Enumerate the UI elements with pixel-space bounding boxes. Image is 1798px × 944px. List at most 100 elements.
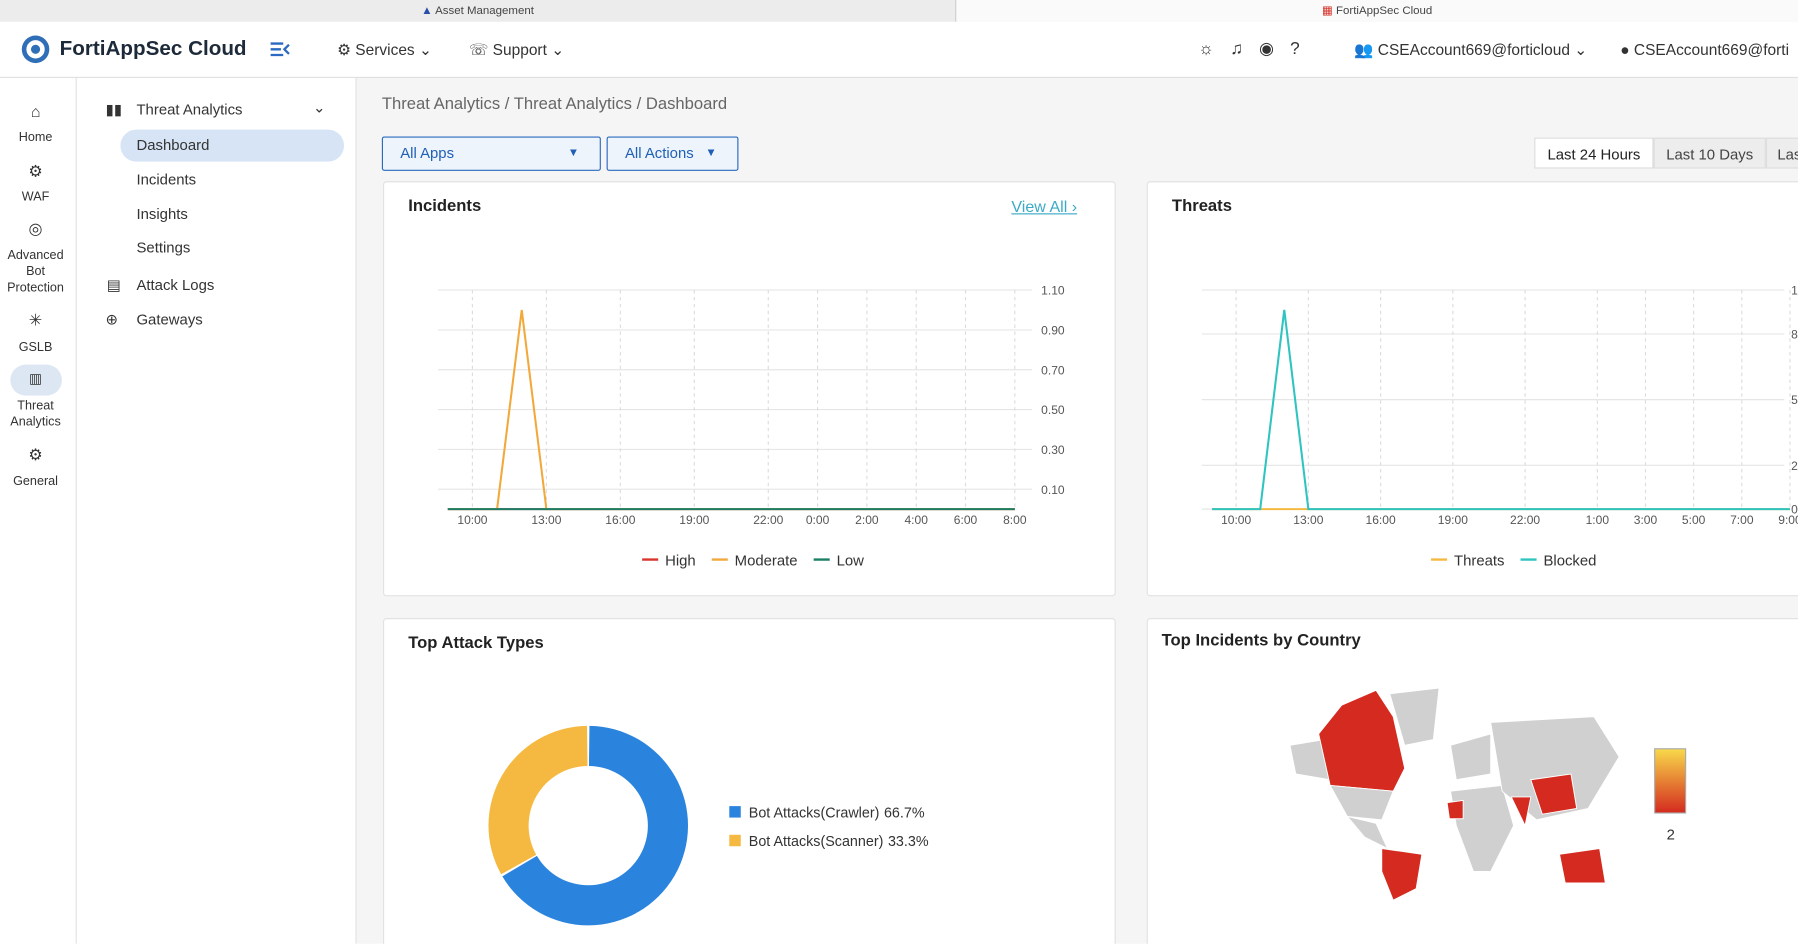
x-tick-label: 22:00 xyxy=(1510,513,1540,527)
link-label: View All xyxy=(1011,197,1068,216)
icon: ▥ xyxy=(29,370,43,387)
account-label: CSEAccount669@forti xyxy=(1633,41,1790,59)
menu-label: Support xyxy=(492,41,547,59)
x-tick-label: 2:00 xyxy=(855,513,879,527)
active-pill xyxy=(10,364,62,396)
sidebar-item[interactable]: Dashboard xyxy=(136,136,210,154)
rail-item[interactable]: General xyxy=(13,474,58,489)
icons[interactable]: ☼♫◉? xyxy=(1198,38,1316,59)
y-tick-label: 0.10 xyxy=(1041,483,1065,497)
legend-label: High xyxy=(665,553,696,569)
menu-label: Services xyxy=(355,41,415,59)
x-tick-label: 16:00 xyxy=(1366,513,1396,527)
nav-rail: ⌂ Home ⚙ WAF ◎ Advanced Bot Protection ✳… xyxy=(0,77,77,944)
map-scale-label: 2 xyxy=(1667,827,1675,843)
sidebar-item[interactable]: Incidents xyxy=(136,170,197,189)
y-tick-label: 0.70 xyxy=(1041,363,1065,377)
x-tick-label: 6:00 xyxy=(954,513,978,527)
threats-card xyxy=(1146,181,1798,597)
brand: FortiAppSec Cloud xyxy=(59,36,247,60)
rail-item[interactable]: GSLB xyxy=(18,340,53,355)
legend-label: Blocked xyxy=(1543,553,1596,569)
legend-label: Bot Attacks(Scanner) xyxy=(749,834,884,850)
card-title: Top Attack Types xyxy=(408,634,544,653)
x-tick-label: 8:00 xyxy=(1003,513,1027,527)
breadcrumb: Threat Analytics / Threat Analytics / Da… xyxy=(381,95,728,114)
user-menu[interactable]: ● CSEAccount669@forti xyxy=(1620,41,1790,59)
active-item xyxy=(120,129,345,162)
icon: ⚙ xyxy=(28,444,43,464)
y-tick-label: 0.90 xyxy=(1041,324,1065,338)
card-title: Top Incidents by Country xyxy=(1161,631,1361,651)
icon: ◎ xyxy=(28,219,43,238)
rail-item[interactable]: Advanced Bot Protection xyxy=(7,248,64,295)
tab-label: FortiAppSec Cloud xyxy=(1336,4,1433,18)
value-label: 66.7% xyxy=(884,806,925,822)
x-tick-label: 16:00 xyxy=(605,513,635,527)
menu-toggle[interactable] xyxy=(268,40,291,58)
series-line xyxy=(1212,309,1790,511)
filter-label: All Actions xyxy=(624,144,694,162)
donut-slice xyxy=(502,725,689,926)
view-all[interactable]: View All › xyxy=(1011,197,1078,216)
icon: ⚙ xyxy=(28,161,43,181)
y-tick-label: 20% xyxy=(1791,459,1798,473)
filter-apps[interactable]: All Apps ▼ xyxy=(381,136,601,171)
account-label: CSEAccount669@forticloud xyxy=(1377,41,1570,59)
filter-label: All Apps xyxy=(400,144,455,162)
rail-item[interactable]: Home xyxy=(18,130,53,145)
rail-item[interactable]: WAF xyxy=(21,190,50,205)
browser-tab[interactable]: ▲ Asset Management xyxy=(0,0,957,22)
sidebar-item[interactable]: Attack Logs xyxy=(136,276,215,294)
top-bar: FortiAppSec Cloud ⚙ Services ⌄ ☏ Support… xyxy=(0,21,1798,78)
card-title: Threats xyxy=(1171,197,1232,216)
account-menu[interactable]: 👥 CSEAccount669@forticloud ⌄ xyxy=(1354,41,1588,59)
x-tick-label: 0:00 xyxy=(806,513,830,527)
x-tick-label: 22:00 xyxy=(753,513,783,527)
map-scale xyxy=(1654,748,1687,814)
y-tick-label: 1.10 xyxy=(1041,284,1065,298)
x-tick-label: 13:00 xyxy=(531,513,561,527)
y-tick-label: 50% xyxy=(1791,393,1798,407)
x-tick-label: 10:00 xyxy=(457,513,487,527)
sidebar-item[interactable]: Settings xyxy=(136,238,191,256)
donut-slice xyxy=(488,725,588,875)
browser-tab[interactable]: ▦ FortiAppSec Cloud xyxy=(956,0,1798,22)
x-tick-label: 10:00 xyxy=(1221,513,1251,527)
x-tick-label: 13:00 xyxy=(1293,513,1323,527)
range-button[interactable]: Last 24 Hours xyxy=(1534,137,1654,169)
filter-actions[interactable]: All Actions ▼ xyxy=(606,136,739,171)
menu-services[interactable]: ⚙ Services ⌄ xyxy=(337,41,432,59)
legend-label: Low xyxy=(837,553,865,569)
sidebar-item[interactable]: Gateways xyxy=(136,310,203,328)
x-tick-label: 9:00 xyxy=(1778,513,1798,527)
sidebar-group[interactable]: Threat Analytics xyxy=(136,100,243,119)
legend-swatch xyxy=(729,806,741,818)
legend-swatch xyxy=(729,834,741,847)
card-title: Incidents xyxy=(408,197,482,216)
range-button[interactable]: Last 10 Days xyxy=(1653,137,1766,169)
tab-label: Asset Management xyxy=(435,4,534,18)
x-tick-label: 19:00 xyxy=(1438,513,1468,527)
x-tick-label: 7:00 xyxy=(1730,513,1754,527)
value-label: 33.3% xyxy=(888,834,929,850)
y-tick-label: 0.30 xyxy=(1041,443,1065,457)
range-button[interactable]: Las xyxy=(1765,137,1798,169)
x-tick-label: 1:00 xyxy=(1586,513,1610,527)
country-card xyxy=(1146,618,1798,944)
icon: ⌂ xyxy=(30,102,41,121)
legend-label: Threats xyxy=(1454,553,1504,569)
menu-support[interactable]: ☏ Support ⌄ xyxy=(468,41,565,59)
legend-label: Bot Attacks(Crawler) xyxy=(749,806,880,822)
icon: ✳ xyxy=(28,310,43,330)
rail-item[interactable]: Threat Analytics xyxy=(10,399,61,429)
y-tick-label: 0% xyxy=(1791,503,1798,517)
y-tick-label: 80% xyxy=(1791,327,1798,341)
x-tick-label: 4:00 xyxy=(904,513,928,527)
y-tick-label: 100% xyxy=(1791,284,1798,298)
x-tick-label: 3:00 xyxy=(1634,513,1658,527)
x-tick-label: 19:00 xyxy=(679,513,709,527)
sidebar-item[interactable]: Insights xyxy=(136,205,188,223)
